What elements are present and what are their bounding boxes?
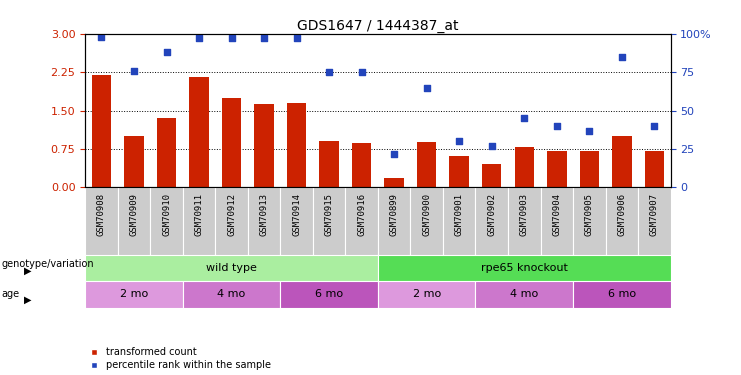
Text: 4 mo: 4 mo bbox=[510, 289, 539, 299]
Text: wild type: wild type bbox=[206, 263, 257, 273]
Text: GSM70903: GSM70903 bbox=[519, 193, 529, 236]
Bar bbox=[476, 281, 573, 308]
Point bbox=[356, 69, 368, 75]
Bar bbox=[450, 156, 469, 188]
Bar bbox=[287, 103, 306, 188]
Text: GSM70906: GSM70906 bbox=[617, 193, 626, 236]
Bar bbox=[378, 281, 476, 308]
Bar bbox=[222, 98, 242, 188]
Text: GSM70914: GSM70914 bbox=[292, 193, 301, 236]
Bar bbox=[443, 188, 476, 255]
Point bbox=[518, 115, 530, 121]
Text: GSM70904: GSM70904 bbox=[552, 193, 561, 236]
Text: ▶: ▶ bbox=[24, 266, 31, 276]
Bar bbox=[124, 136, 144, 188]
Bar bbox=[254, 105, 274, 188]
Point bbox=[96, 34, 107, 40]
Text: GSM70905: GSM70905 bbox=[585, 193, 594, 236]
Text: GSM70901: GSM70901 bbox=[455, 193, 464, 236]
Point bbox=[290, 35, 302, 41]
Point bbox=[161, 49, 173, 55]
Point bbox=[421, 84, 433, 90]
Bar bbox=[92, 75, 111, 188]
Point bbox=[258, 35, 270, 41]
Bar bbox=[183, 281, 280, 308]
Point bbox=[323, 69, 335, 75]
Bar bbox=[417, 142, 436, 188]
Text: GSM70909: GSM70909 bbox=[130, 193, 139, 236]
Bar bbox=[313, 188, 345, 255]
Point bbox=[648, 123, 660, 129]
Bar bbox=[352, 143, 371, 188]
Text: 6 mo: 6 mo bbox=[315, 289, 343, 299]
Text: GSM70916: GSM70916 bbox=[357, 193, 366, 236]
Bar bbox=[85, 281, 183, 308]
Bar bbox=[411, 188, 443, 255]
Text: GSM70913: GSM70913 bbox=[259, 193, 268, 236]
Bar bbox=[612, 136, 631, 188]
Bar bbox=[378, 188, 411, 255]
Bar bbox=[247, 188, 280, 255]
Bar bbox=[183, 188, 216, 255]
Bar bbox=[189, 77, 209, 188]
Text: GSM70908: GSM70908 bbox=[97, 193, 106, 236]
Text: 2 mo: 2 mo bbox=[413, 289, 441, 299]
Point bbox=[388, 151, 400, 157]
Point bbox=[225, 35, 237, 41]
Legend: transformed count, percentile rank within the sample: transformed count, percentile rank withi… bbox=[90, 347, 270, 370]
Text: GSM70912: GSM70912 bbox=[227, 193, 236, 236]
Text: rpe65 knockout: rpe65 knockout bbox=[481, 263, 568, 273]
Bar bbox=[579, 150, 599, 188]
Text: GSM70911: GSM70911 bbox=[195, 193, 204, 236]
Point bbox=[453, 138, 465, 144]
Point bbox=[486, 143, 498, 149]
Bar bbox=[345, 188, 378, 255]
Point bbox=[128, 68, 140, 74]
Bar bbox=[645, 150, 664, 188]
Bar bbox=[85, 255, 378, 281]
Point bbox=[551, 123, 562, 129]
Bar bbox=[280, 188, 313, 255]
Bar bbox=[216, 188, 247, 255]
Bar bbox=[476, 188, 508, 255]
Bar bbox=[514, 147, 534, 188]
Text: GSM70915: GSM70915 bbox=[325, 193, 333, 236]
Bar bbox=[573, 281, 671, 308]
Point bbox=[583, 128, 595, 134]
Text: GSM70910: GSM70910 bbox=[162, 193, 171, 236]
Text: GSM70907: GSM70907 bbox=[650, 193, 659, 236]
Bar bbox=[508, 188, 540, 255]
Text: 4 mo: 4 mo bbox=[217, 289, 246, 299]
Text: 2 mo: 2 mo bbox=[120, 289, 148, 299]
Bar bbox=[573, 188, 605, 255]
Text: GSM70900: GSM70900 bbox=[422, 193, 431, 236]
Bar bbox=[482, 164, 502, 188]
Bar bbox=[150, 188, 183, 255]
Bar bbox=[378, 255, 671, 281]
Title: GDS1647 / 1444387_at: GDS1647 / 1444387_at bbox=[297, 19, 459, 33]
Text: ▶: ▶ bbox=[24, 295, 31, 305]
Bar bbox=[319, 141, 339, 188]
Bar bbox=[280, 281, 378, 308]
Bar bbox=[118, 188, 150, 255]
Bar bbox=[547, 150, 567, 188]
Bar bbox=[638, 188, 671, 255]
Text: age: age bbox=[1, 290, 19, 299]
Point bbox=[616, 54, 628, 60]
Text: genotype/variation: genotype/variation bbox=[1, 260, 94, 269]
Text: GSM70902: GSM70902 bbox=[488, 193, 496, 236]
Text: GSM70899: GSM70899 bbox=[390, 193, 399, 236]
Bar bbox=[540, 188, 573, 255]
Bar bbox=[85, 188, 118, 255]
Point bbox=[193, 35, 205, 41]
Text: 6 mo: 6 mo bbox=[608, 289, 636, 299]
Bar bbox=[385, 178, 404, 188]
Bar bbox=[605, 188, 638, 255]
Bar bbox=[157, 118, 176, 188]
